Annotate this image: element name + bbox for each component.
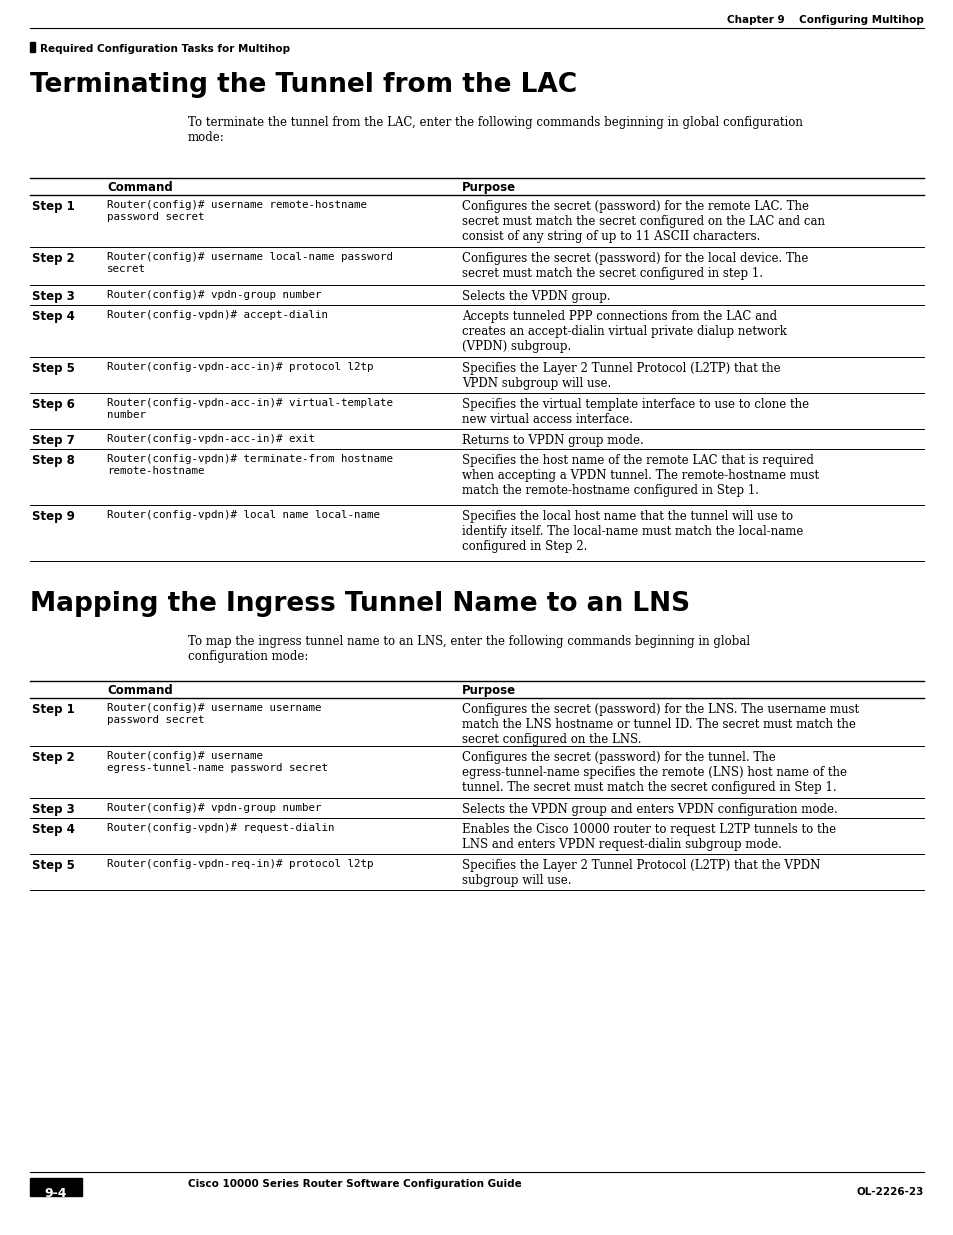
Text: Specifies the Layer 2 Tunnel Protocol (L2TP) that the VPDN
subgroup will use.: Specifies the Layer 2 Tunnel Protocol (L… <box>461 860 820 887</box>
Text: Enables the Cisco 10000 router to request L2TP tunnels to the
LNS and enters VPD: Enables the Cisco 10000 router to reques… <box>461 823 835 851</box>
Text: Purpose: Purpose <box>461 182 516 194</box>
Text: Chapter 9    Configuring Multihop: Chapter 9 Configuring Multihop <box>726 15 923 25</box>
Bar <box>30 1178 82 1195</box>
Text: Router(config-vpdn)# local name local-name: Router(config-vpdn)# local name local-na… <box>107 510 379 520</box>
Text: Step 4: Step 4 <box>32 823 74 836</box>
Text: Returns to VPDN group mode.: Returns to VPDN group mode. <box>461 433 643 447</box>
Text: Router(config)# username
egress-tunnel-name password secret: Router(config)# username egress-tunnel-n… <box>107 751 328 773</box>
Text: 9-4: 9-4 <box>45 1187 67 1200</box>
Text: Step 3: Step 3 <box>32 290 74 303</box>
Text: Router(config-vpdn)# accept-dialin: Router(config-vpdn)# accept-dialin <box>107 310 328 320</box>
Text: Router(config-vpdn-acc-in)# virtual-template
number: Router(config-vpdn-acc-in)# virtual-temp… <box>107 398 393 420</box>
Bar <box>30 42 35 52</box>
Text: Specifies the Layer 2 Tunnel Protocol (L2TP) that the
VPDN subgroup will use.: Specifies the Layer 2 Tunnel Protocol (L… <box>461 362 780 390</box>
Text: Specifies the local host name that the tunnel will use to
identify itself. The l: Specifies the local host name that the t… <box>461 510 802 553</box>
Text: Router(config)# username remote-hostname
password secret: Router(config)# username remote-hostname… <box>107 200 367 221</box>
Text: Router(config-vpdn-acc-in)# protocol l2tp: Router(config-vpdn-acc-in)# protocol l2t… <box>107 362 374 372</box>
Text: Step 9: Step 9 <box>32 510 74 522</box>
Text: Configures the secret (password) for the local device. The
secret must match the: Configures the secret (password) for the… <box>461 252 807 280</box>
Text: Router(config-vpdn)# request-dialin: Router(config-vpdn)# request-dialin <box>107 823 335 832</box>
Text: Command: Command <box>107 182 172 194</box>
Text: Router(config)# username username
password secret: Router(config)# username username passwo… <box>107 703 321 725</box>
Text: Configures the secret (password) for the remote LAC. The
secret must match the s: Configures the secret (password) for the… <box>461 200 824 243</box>
Text: Step 3: Step 3 <box>32 803 74 816</box>
Text: Selects the VPDN group.: Selects the VPDN group. <box>461 290 610 303</box>
Text: Purpose: Purpose <box>461 684 516 697</box>
Text: Terminating the Tunnel from the LAC: Terminating the Tunnel from the LAC <box>30 72 577 98</box>
Text: Step 7: Step 7 <box>32 433 74 447</box>
Text: Configures the secret (password) for the LNS. The username must
match the LNS ho: Configures the secret (password) for the… <box>461 703 859 746</box>
Text: Required Configuration Tasks for Multihop: Required Configuration Tasks for Multiho… <box>40 44 290 54</box>
Text: Router(config-vpdn-req-in)# protocol l2tp: Router(config-vpdn-req-in)# protocol l2t… <box>107 860 374 869</box>
Text: Configures the secret (password) for the tunnel. The
egress-tunnel-name specifie: Configures the secret (password) for the… <box>461 751 846 794</box>
Text: Router(config)# vpdn-group number: Router(config)# vpdn-group number <box>107 290 321 300</box>
Text: Step 1: Step 1 <box>32 200 74 212</box>
Text: Cisco 10000 Series Router Software Configuration Guide: Cisco 10000 Series Router Software Confi… <box>188 1179 521 1189</box>
Text: To map the ingress tunnel name to an LNS, enter the following commands beginning: To map the ingress tunnel name to an LNS… <box>188 635 749 663</box>
Text: Step 4: Step 4 <box>32 310 74 324</box>
Text: Step 5: Step 5 <box>32 860 74 872</box>
Text: Step 2: Step 2 <box>32 751 74 764</box>
Text: Accepts tunneled PPP connections from the LAC and
creates an accept-dialin virtu: Accepts tunneled PPP connections from th… <box>461 310 786 353</box>
Text: Step 8: Step 8 <box>32 454 74 467</box>
Text: Router(config-vpdn-acc-in)# exit: Router(config-vpdn-acc-in)# exit <box>107 433 314 445</box>
Text: Specifies the host name of the remote LAC that is required
when accepting a VPDN: Specifies the host name of the remote LA… <box>461 454 819 496</box>
Text: Step 2: Step 2 <box>32 252 74 266</box>
Text: Router(config-vpdn)# terminate-from hostname
remote-hostname: Router(config-vpdn)# terminate-from host… <box>107 454 393 475</box>
Text: Step 1: Step 1 <box>32 703 74 716</box>
Text: Mapping the Ingress Tunnel Name to an LNS: Mapping the Ingress Tunnel Name to an LN… <box>30 592 689 618</box>
Text: Command: Command <box>107 684 172 697</box>
Text: Selects the VPDN group and enters VPDN configuration mode.: Selects the VPDN group and enters VPDN c… <box>461 803 837 816</box>
Text: Step 5: Step 5 <box>32 362 74 375</box>
Text: OL-2226-23: OL-2226-23 <box>856 1187 923 1197</box>
Text: Router(config)# vpdn-group number: Router(config)# vpdn-group number <box>107 803 321 813</box>
Text: Specifies the virtual template interface to use to clone the
new virtual access : Specifies the virtual template interface… <box>461 398 808 426</box>
Text: To terminate the tunnel from the LAC, enter the following commands beginning in : To terminate the tunnel from the LAC, en… <box>188 116 802 144</box>
Text: Router(config)# username local-name password
secret: Router(config)# username local-name pass… <box>107 252 393 274</box>
Text: Step 6: Step 6 <box>32 398 74 411</box>
